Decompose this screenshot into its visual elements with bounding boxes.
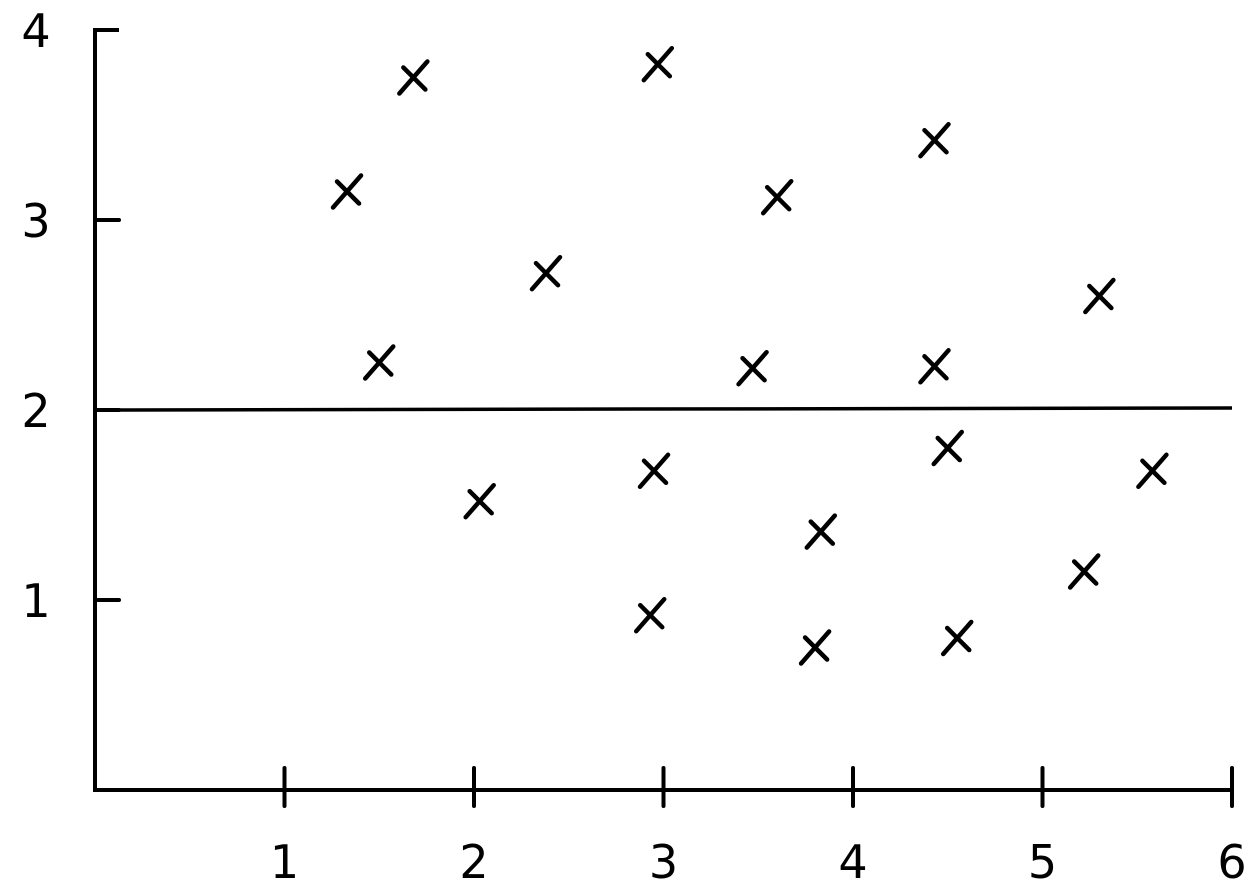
x-tick-label: 2 — [459, 835, 488, 889]
tick-labels: 1 2 3 4 5 6 1 2 3 4 — [21, 4, 1246, 889]
data-point — [918, 121, 951, 159]
data-point — [633, 596, 667, 634]
reference-line-group — [94, 406, 1233, 412]
data-point-stroke — [935, 435, 962, 463]
data-point-stroke — [641, 458, 669, 486]
data-point-stroke — [944, 625, 972, 653]
data-point — [637, 452, 671, 490]
data-point — [736, 349, 769, 387]
data-point-stroke — [1087, 283, 1114, 311]
y-tick-label: 2 — [21, 384, 50, 438]
data-point-stroke — [808, 519, 836, 546]
data-point — [931, 429, 964, 467]
data-point — [918, 348, 951, 385]
x-tick-label: 4 — [838, 835, 867, 889]
data-point-stroke — [367, 350, 394, 377]
data-point — [641, 45, 675, 83]
data-point — [463, 482, 496, 520]
reference-line — [94, 406, 1233, 412]
x-tick-label: 6 — [1217, 835, 1246, 889]
data-point — [940, 619, 974, 657]
data-point-stroke — [1071, 559, 1099, 586]
data-point — [760, 178, 794, 216]
data-point — [1136, 452, 1169, 490]
data-point — [529, 254, 563, 292]
y-tick-label: 1 — [21, 574, 50, 628]
x-tick-label: 3 — [649, 835, 678, 889]
data-point — [1083, 277, 1116, 315]
data-point-stroke — [922, 354, 949, 381]
data-point — [798, 629, 832, 666]
y-tick-label: 3 — [21, 194, 50, 248]
data-point — [804, 513, 838, 550]
data-point-stroke — [1140, 458, 1167, 486]
data-point — [397, 59, 430, 96]
data-point-stroke — [637, 602, 665, 630]
data-points — [330, 45, 1169, 666]
data-point — [363, 344, 396, 381]
data-point-stroke — [922, 127, 949, 155]
y-tick-label: 4 — [21, 4, 50, 58]
x-tick-label: 5 — [1028, 835, 1057, 889]
data-point-stroke — [740, 355, 767, 383]
data-point-stroke — [645, 51, 673, 79]
data-point — [330, 173, 364, 210]
x-tick-label: 1 — [270, 835, 299, 889]
data-point-stroke — [467, 488, 494, 516]
data-point-stroke — [401, 65, 428, 92]
y-axis-line — [93, 28, 119, 792]
data-point-stroke — [533, 260, 561, 288]
data-point-stroke — [334, 179, 362, 206]
data-point-stroke — [802, 635, 830, 662]
axes — [93, 28, 1234, 808]
data-point — [1067, 553, 1101, 590]
data-point-stroke — [764, 184, 792, 212]
